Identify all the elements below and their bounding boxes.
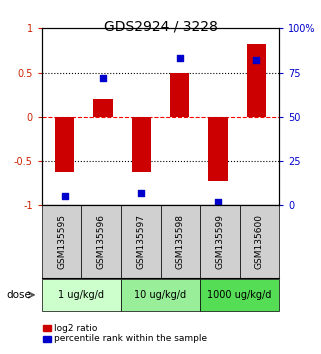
Text: 10 ug/kg/d: 10 ug/kg/d (134, 290, 187, 300)
Point (62, 194, 67, 199)
Text: GSM135596: GSM135596 (97, 214, 106, 269)
Text: GSM135597: GSM135597 (136, 214, 145, 269)
Text: GSM135600: GSM135600 (255, 214, 264, 269)
Bar (55, 117, 74, 172)
Bar (170, 73, 189, 117)
Point (139, 190, 144, 196)
Text: GSM135599: GSM135599 (215, 214, 224, 269)
Text: 1 ug/kg/d: 1 ug/kg/d (58, 290, 104, 300)
Text: GSM135595: GSM135595 (57, 214, 66, 269)
Point (254, 57, 259, 63)
Text: dose: dose (6, 290, 31, 300)
Bar (132, 117, 151, 172)
Point (100, 75, 106, 81)
Bar (247, 44, 266, 117)
Bar (208, 117, 228, 181)
Text: log2 ratio: log2 ratio (54, 324, 97, 333)
Text: 1000 ug/kg/d: 1000 ug/kg/d (207, 290, 272, 300)
Text: GSM135598: GSM135598 (176, 214, 185, 269)
Text: percentile rank within the sample: percentile rank within the sample (54, 334, 207, 343)
Text: GDS2924 / 3228: GDS2924 / 3228 (104, 19, 217, 34)
Point (177, 56, 182, 61)
Point (215, 199, 221, 205)
Bar (93, 99, 113, 117)
